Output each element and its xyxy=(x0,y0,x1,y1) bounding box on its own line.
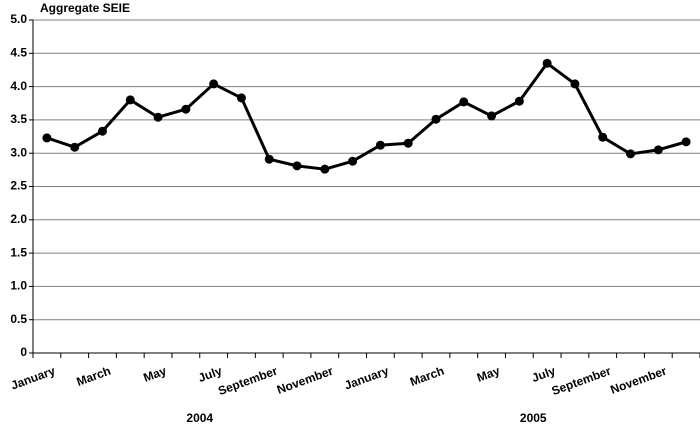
y-tick-label: 4.0 xyxy=(10,79,27,93)
data-point xyxy=(487,111,497,121)
x-group-label: 2005 xyxy=(520,411,547,425)
y-tick-label: 2.5 xyxy=(10,179,27,193)
x-tick-label: May xyxy=(141,364,168,385)
y-tick-label: 1.5 xyxy=(10,245,27,259)
data-point xyxy=(320,164,330,174)
data-point xyxy=(236,93,246,103)
x-tick-label: January xyxy=(342,364,390,393)
data-point xyxy=(653,145,663,155)
x-tick-label: November xyxy=(275,364,335,397)
y-tick-label: 4.5 xyxy=(10,45,27,59)
data-point xyxy=(431,114,441,124)
data-point xyxy=(153,112,163,122)
x-tick-label: May xyxy=(475,364,502,385)
data-point xyxy=(292,161,302,171)
x-group-label: 2004 xyxy=(186,411,213,425)
data-point xyxy=(681,137,691,147)
chart-title: Aggregate SEIE xyxy=(40,1,130,15)
data-point xyxy=(459,97,469,107)
y-tick-label: 0 xyxy=(20,345,27,359)
data-point xyxy=(514,96,524,106)
data-point xyxy=(264,154,274,164)
y-tick-label: 0.5 xyxy=(10,312,27,326)
data-point xyxy=(209,79,219,89)
y-tick-label: 3.0 xyxy=(10,145,27,159)
data-point xyxy=(403,138,413,148)
data-point xyxy=(598,132,608,142)
data-point xyxy=(97,126,107,136)
data-point xyxy=(542,58,552,68)
data-point xyxy=(125,95,135,105)
y-tick-label: 5.0 xyxy=(10,12,27,26)
data-point xyxy=(570,79,580,89)
data-point xyxy=(348,156,358,166)
data-point xyxy=(42,133,52,143)
x-tick-label: November xyxy=(608,364,668,397)
x-tick-label: July xyxy=(530,364,558,385)
x-tick-label: July xyxy=(196,364,224,385)
data-point xyxy=(181,104,191,114)
data-point xyxy=(626,149,636,159)
data-point xyxy=(70,142,80,152)
y-tick-label: 1.0 xyxy=(10,279,27,293)
x-tick-label: September xyxy=(216,364,279,398)
x-tick-label: March xyxy=(75,364,113,389)
data-point xyxy=(375,140,385,150)
x-tick-label: March xyxy=(408,364,446,389)
series-line xyxy=(46,61,687,171)
y-tick-label: 2.0 xyxy=(10,212,27,226)
y-tick-label: 3.5 xyxy=(10,112,27,126)
x-tick-label: January xyxy=(9,364,57,393)
x-tick-label: September xyxy=(550,364,613,398)
